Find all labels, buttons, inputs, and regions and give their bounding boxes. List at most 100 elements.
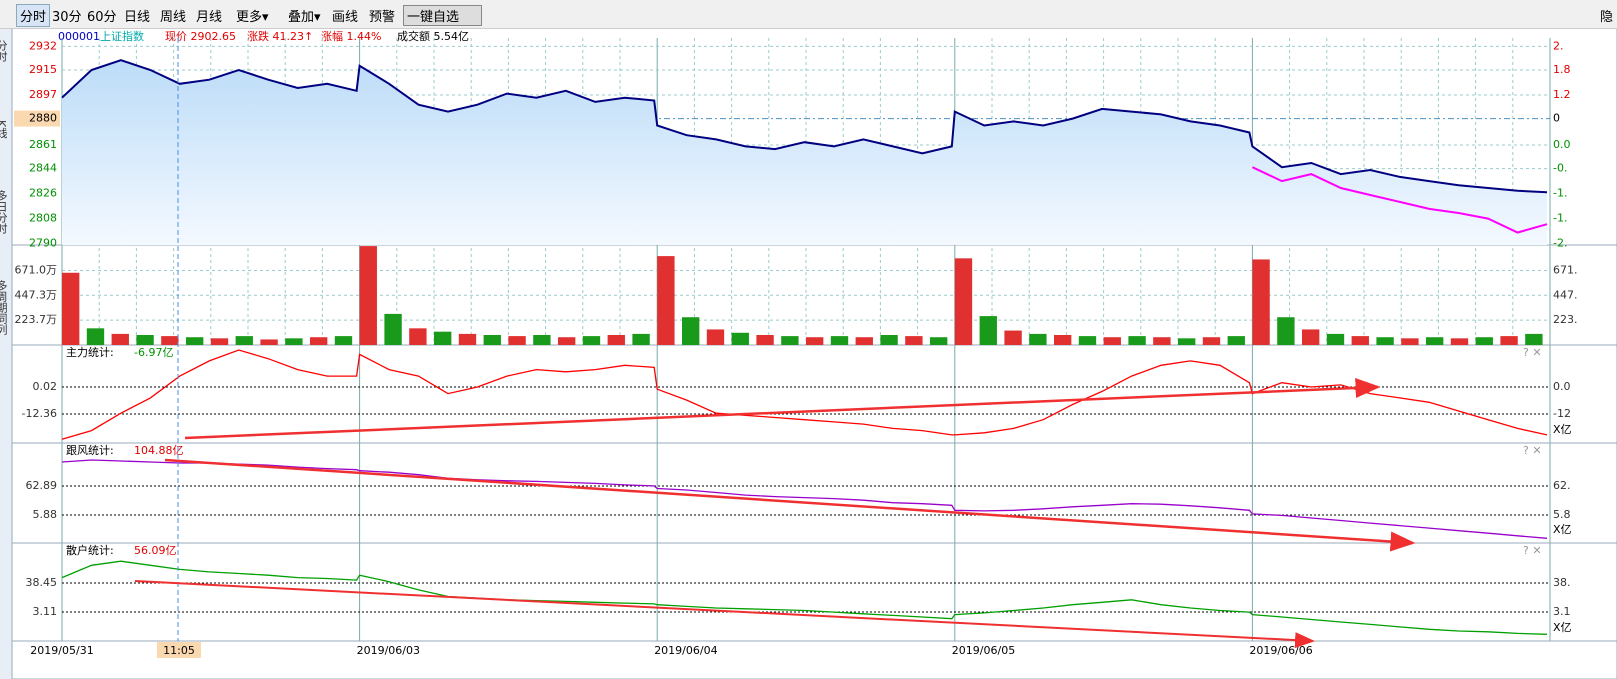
volume-bar bbox=[1475, 337, 1493, 345]
toolbar-tab[interactable]: 分时 bbox=[16, 4, 51, 27]
volume-bar bbox=[1078, 336, 1097, 345]
volume-bar bbox=[607, 335, 625, 345]
volume-bar bbox=[1302, 329, 1320, 345]
series-line bbox=[61, 59, 1548, 194]
volume-bar bbox=[954, 258, 973, 345]
toolbar-button[interactable]: 一键自选 bbox=[403, 5, 483, 26]
y-tick-label: 0.02 bbox=[33, 380, 58, 393]
volume-bar bbox=[1401, 338, 1419, 345]
y-tick-label: 3.11 bbox=[33, 605, 58, 618]
y-tick-label: 5.88 bbox=[33, 508, 58, 521]
x-date-label: 2019/06/04 bbox=[654, 644, 717, 657]
volume-bar bbox=[260, 339, 278, 345]
panel-unit: X亿 bbox=[1553, 423, 1572, 436]
y-tick-label: 2844 bbox=[29, 162, 57, 175]
sidebar-label: 分时 bbox=[0, 40, 8, 62]
y-right-label: -1. bbox=[1553, 187, 1567, 200]
y-right-label: 0 bbox=[1553, 112, 1560, 125]
x-date-label: 2019/06/05 bbox=[952, 644, 1015, 657]
volume-bar bbox=[458, 333, 477, 345]
toolbar-right[interactable]: 隐 bbox=[1600, 10, 1614, 25]
toolbar-tab[interactable]: 30分 bbox=[52, 10, 82, 25]
volume-bar bbox=[657, 256, 675, 345]
volume-bar bbox=[806, 337, 824, 345]
toolbar: 分时 30分 60分 日线 周线 月线 更多▾ 叠加▾ 画线 预警 一键自选 隐 bbox=[0, 0, 1617, 29]
volume-bar bbox=[855, 337, 873, 345]
y-right-label: 1.2 bbox=[1553, 88, 1571, 101]
volume-bar bbox=[1029, 333, 1047, 345]
volume-bar bbox=[1252, 259, 1270, 345]
volume-bar bbox=[706, 329, 725, 345]
sidebar-label: K线 bbox=[0, 120, 8, 138]
toolbar-tab[interactable]: 画线 bbox=[332, 10, 359, 25]
x-date-label: 2019/05/31 bbox=[30, 644, 93, 657]
series-line bbox=[61, 349, 1548, 440]
y-right-label: 5.8 bbox=[1553, 508, 1571, 521]
volume-bar bbox=[731, 332, 749, 345]
info-price: 现价 2902.65 bbox=[165, 30, 236, 43]
y-right-label: -12 bbox=[1553, 407, 1571, 420]
volume-bar bbox=[905, 336, 923, 345]
volume-bar bbox=[930, 337, 948, 345]
toolbar-tab[interactable]: 周线 bbox=[160, 10, 187, 25]
y-right-label: -1. bbox=[1553, 212, 1567, 225]
toolbar-tab[interactable]: 60分 bbox=[87, 10, 117, 25]
volume-bar bbox=[310, 337, 328, 345]
y-tick-label: 2880 bbox=[29, 112, 57, 125]
info-code: 000001 bbox=[58, 30, 100, 43]
volume-bar bbox=[334, 336, 353, 345]
sidebar bbox=[0, 28, 12, 679]
y-right-label: 0.0 bbox=[1553, 380, 1571, 393]
y-tick-label: 223.7万 bbox=[15, 313, 58, 326]
cursor-label: 11:05 bbox=[163, 644, 195, 657]
toolbar-tab[interactable]: 日线 bbox=[124, 10, 151, 25]
info-name: 上证指数 bbox=[100, 29, 144, 43]
toolbar-tab[interactable]: 预警 bbox=[369, 10, 396, 25]
info-pct: 涨幅 1.44% bbox=[321, 30, 381, 43]
volume-bar bbox=[235, 336, 253, 345]
x-date-label: 2019/06/06 bbox=[1249, 644, 1312, 657]
panel-unit: X亿 bbox=[1553, 523, 1572, 536]
info-change: 涨跌 41.23↑ bbox=[247, 29, 313, 43]
y-right-label: 447. bbox=[1553, 288, 1578, 301]
volume-bar bbox=[1426, 337, 1444, 345]
volume-bar bbox=[1054, 335, 1072, 345]
y-tick-label: 2826 bbox=[29, 187, 57, 200]
volume-bar bbox=[508, 336, 526, 345]
volume-bar bbox=[136, 335, 154, 345]
volume-bar bbox=[384, 313, 402, 345]
volume-bar bbox=[756, 335, 774, 345]
y-right-label: 0.0 bbox=[1553, 138, 1571, 151]
volume-bar bbox=[1500, 336, 1518, 345]
volume-bar bbox=[830, 336, 849, 345]
volume-bar bbox=[1525, 333, 1543, 345]
toolbar-tab[interactable]: 叠加▾ bbox=[288, 10, 321, 25]
volume-bar bbox=[1103, 337, 1121, 345]
y-right-label: 3.1 bbox=[1553, 605, 1571, 618]
volume-bar bbox=[483, 335, 501, 345]
series-line bbox=[1251, 166, 1548, 234]
volume-bar bbox=[979, 316, 997, 345]
info-turnover: 成交额 5.54亿 bbox=[397, 29, 469, 43]
volume-bar bbox=[1326, 333, 1345, 345]
volume-bar bbox=[1351, 336, 1369, 345]
volume-bar bbox=[682, 317, 700, 345]
volume-bar bbox=[1128, 336, 1146, 345]
toolbar-tab[interactable]: 更多▾ bbox=[236, 10, 269, 25]
panel-unit: X亿 bbox=[1553, 621, 1572, 634]
y-tick-label: 2808 bbox=[29, 212, 57, 225]
volume-bar bbox=[86, 328, 105, 345]
panel-close: ? ✕ bbox=[1523, 544, 1542, 557]
y-tick-label: 2932 bbox=[29, 39, 57, 52]
x-date-label: 2019/06/03 bbox=[357, 644, 420, 657]
volume-bar bbox=[1376, 337, 1394, 345]
toolbar-tab[interactable]: 月线 bbox=[196, 10, 223, 25]
volume-bar bbox=[1450, 338, 1469, 345]
panel-title: 跟风统计: bbox=[66, 444, 114, 457]
y-right-label: -0. bbox=[1553, 162, 1567, 175]
volume-bar bbox=[186, 337, 204, 345]
trend-arrow bbox=[164, 458, 1416, 552]
series-line bbox=[61, 459, 1548, 539]
